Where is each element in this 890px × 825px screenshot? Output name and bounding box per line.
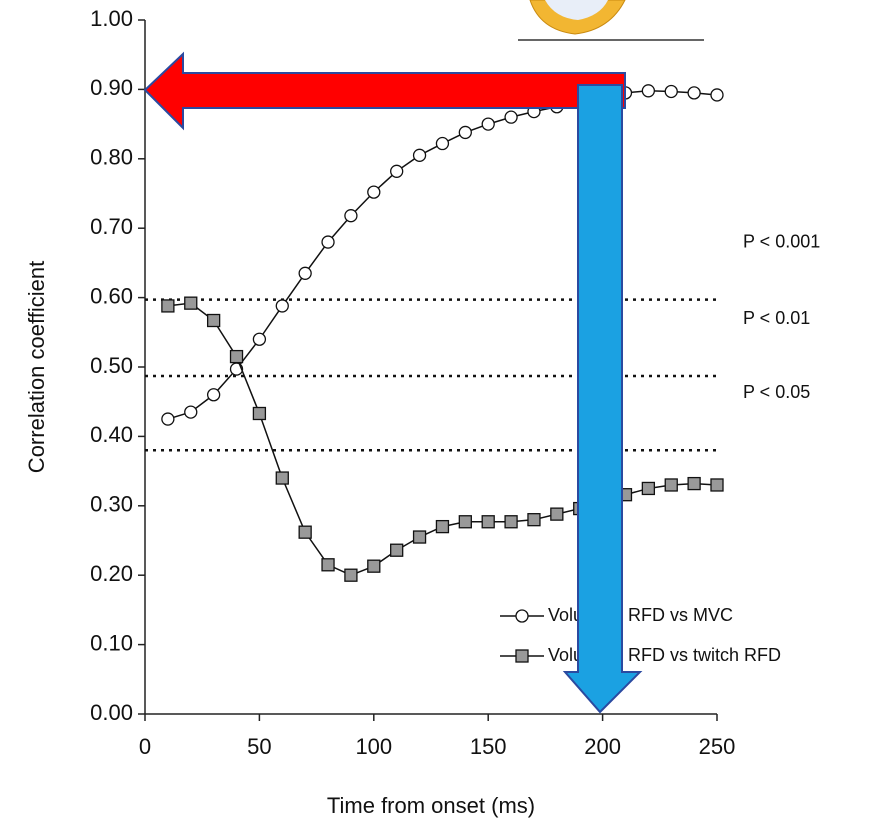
circle-marker	[161, 412, 175, 426]
y-tick-label: 0.60	[90, 283, 133, 308]
circle-marker	[344, 209, 358, 223]
legend-marker	[515, 649, 529, 663]
circle-marker	[252, 332, 267, 346]
y-tick-label: 0.10	[90, 630, 133, 655]
square-marker	[458, 515, 472, 529]
y-tick-label: 1.00	[90, 6, 133, 31]
x-axis-label: Time from onset (ms)	[327, 793, 535, 818]
square-marker	[412, 530, 427, 544]
square-marker	[206, 313, 221, 328]
y-tick-label: 0.20	[90, 561, 133, 586]
y-tick-label: 0.40	[90, 422, 133, 447]
series-line	[167, 302, 718, 577]
square-marker	[184, 296, 198, 310]
circle-marker	[298, 266, 312, 280]
annotation-arrows	[143, 51, 643, 714]
circle-marker	[367, 185, 381, 199]
circle-marker	[390, 164, 404, 178]
circle-marker	[710, 88, 724, 102]
x-tick-label: 100	[355, 734, 392, 759]
y-tick-label: 0.70	[90, 214, 133, 239]
circle-marker	[321, 235, 335, 249]
circle-marker	[458, 125, 472, 140]
square-marker	[298, 525, 312, 539]
circle-marker	[435, 136, 450, 151]
circle-marker	[229, 362, 244, 376]
threshold-label: P < 0.05	[743, 382, 810, 402]
y-tick-label: 0.00	[90, 700, 133, 725]
x-tick-label: 200	[584, 734, 621, 759]
cartoon-fragment	[518, 0, 704, 41]
square-marker	[641, 481, 656, 496]
circle-marker	[481, 117, 495, 131]
square-marker	[664, 478, 678, 492]
legend-marker	[515, 609, 529, 623]
y-tick-label: 0.80	[90, 145, 133, 170]
square-marker	[527, 513, 541, 527]
square-marker	[504, 515, 518, 529]
square-marker	[390, 543, 404, 557]
circle-marker	[184, 405, 198, 419]
x-tick-label: 50	[247, 734, 271, 759]
square-marker	[550, 507, 564, 521]
square-marker	[321, 558, 335, 572]
threshold-label: P < 0.001	[743, 231, 820, 251]
square-marker	[229, 349, 244, 364]
square-marker	[367, 559, 381, 573]
circle-marker	[275, 299, 289, 313]
circle-marker	[206, 388, 221, 402]
square-marker	[275, 471, 289, 485]
square-marker	[344, 568, 358, 582]
square-marker	[252, 406, 267, 421]
square-marker	[435, 519, 450, 534]
circle-marker	[664, 84, 678, 99]
y-tick-label: 0.30	[90, 492, 133, 517]
square-marker	[687, 476, 701, 491]
y-axis-label: Correlation coefficient	[24, 261, 49, 473]
plot-area: 0.00 0.10 0.20 0.30 0.40 0.50 0.60 0.70 0.80 0.90…	[90, 6, 820, 759]
x-tick-label: 0	[139, 734, 151, 759]
circle-marker	[504, 110, 518, 124]
x-tick-label: 250	[699, 734, 736, 759]
y-tick-label: 0.50	[90, 353, 133, 378]
circle-marker	[687, 86, 701, 100]
threshold-label: P < 0.01	[743, 308, 810, 328]
legend-label: Voluntary RFD vs MVC	[548, 605, 733, 625]
square-marker	[481, 515, 495, 529]
y-tick-label: 0.90	[90, 75, 133, 100]
square-marker	[710, 478, 724, 492]
square-marker	[161, 299, 175, 313]
circle-marker	[412, 148, 427, 162]
circle-marker	[641, 84, 656, 98]
x-tick-label: 150	[470, 734, 507, 759]
